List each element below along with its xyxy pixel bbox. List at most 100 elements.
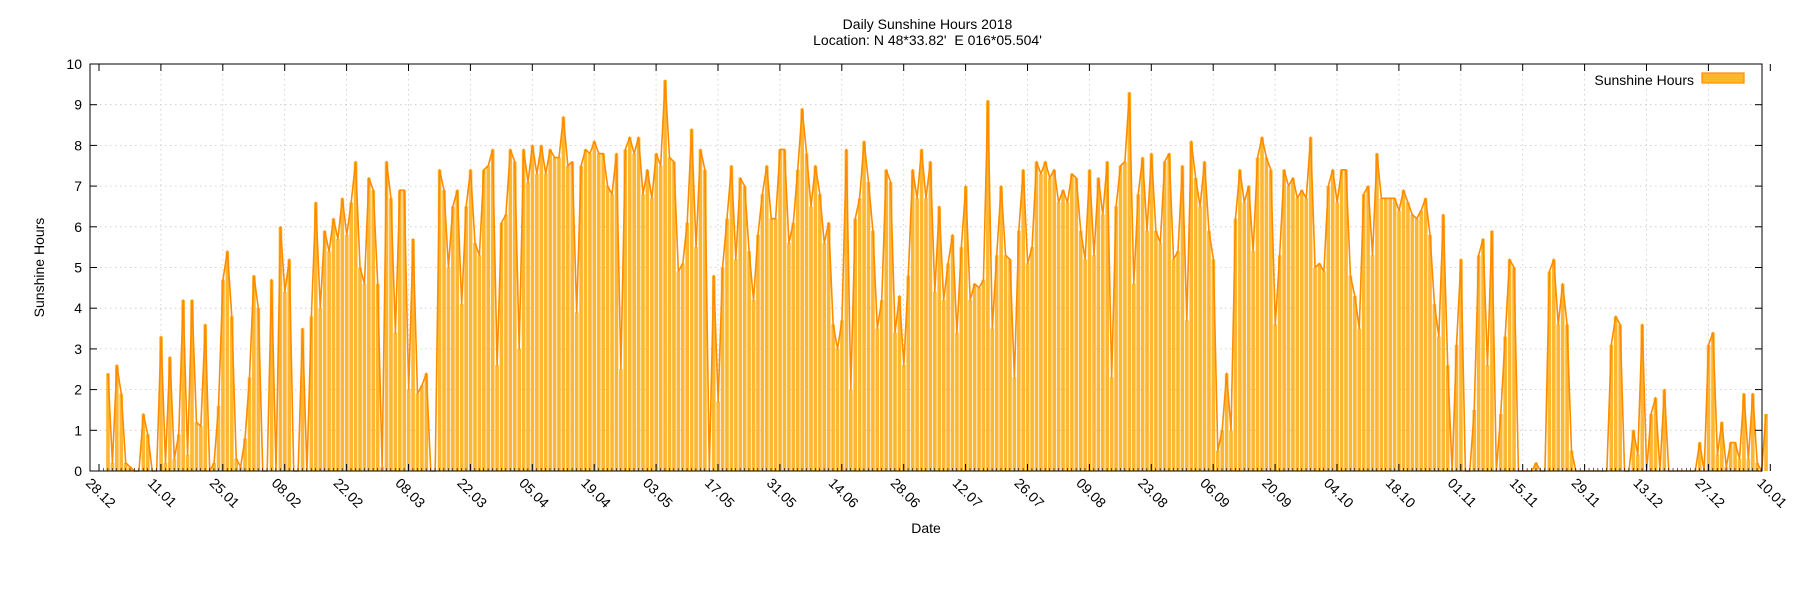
bar — [1476, 255, 1481, 471]
bar — [636, 137, 641, 471]
bar — [813, 165, 818, 471]
bar — [610, 194, 614, 472]
bar — [490, 149, 495, 471]
bar — [1260, 137, 1264, 471]
bar — [1512, 267, 1516, 471]
bar — [1631, 430, 1636, 471]
x-tick-label: 14.06 — [826, 475, 862, 511]
bar — [972, 283, 977, 471]
bar — [216, 405, 221, 471]
bar — [862, 141, 866, 471]
x-axis-label: Date — [911, 520, 941, 536]
bar — [574, 312, 579, 471]
bar — [1454, 344, 1459, 471]
bar — [888, 182, 893, 471]
bar — [1556, 324, 1561, 471]
y-tick-label: 6 — [74, 219, 82, 235]
bar — [1105, 161, 1110, 471]
bar — [1503, 336, 1507, 471]
bar — [773, 218, 778, 471]
bar — [508, 149, 513, 471]
x-tick-label: 19.04 — [578, 475, 614, 511]
bar — [535, 173, 539, 471]
bar — [1410, 214, 1415, 471]
bar — [1299, 190, 1304, 472]
bar — [482, 169, 486, 471]
bar — [1370, 255, 1375, 471]
bar — [1313, 267, 1317, 471]
bar — [313, 202, 318, 471]
x-tick-label: 25.01 — [207, 475, 243, 511]
bar — [835, 348, 840, 471]
y-tick-label: 10 — [66, 56, 82, 72]
bar — [928, 161, 933, 471]
bar — [734, 259, 738, 471]
bar — [1096, 177, 1101, 471]
bar — [234, 458, 239, 471]
bar — [1167, 153, 1171, 472]
bar — [787, 243, 791, 471]
bar — [1750, 393, 1755, 471]
bar — [1238, 169, 1242, 471]
bar — [1653, 397, 1658, 471]
bar — [411, 239, 415, 471]
bar — [1215, 450, 1220, 471]
bar — [1742, 393, 1746, 471]
bar — [941, 300, 946, 471]
legend: Sunshine Hours — [1594, 72, 1745, 88]
bar — [848, 389, 853, 471]
y-tick-label: 9 — [74, 97, 82, 113]
bar — [1162, 161, 1167, 471]
bar — [309, 316, 314, 471]
bar — [1277, 255, 1282, 471]
bar — [601, 153, 606, 472]
bar — [1428, 234, 1432, 471]
y-tick-label: 8 — [74, 137, 82, 153]
bar — [981, 279, 986, 471]
bar — [1273, 324, 1278, 471]
bar — [795, 169, 800, 471]
bar — [1636, 454, 1640, 471]
bar — [1171, 259, 1176, 471]
bar — [190, 300, 194, 471]
bar — [1330, 169, 1335, 471]
bar — [897, 295, 902, 471]
bar — [871, 230, 875, 471]
bar — [367, 177, 371, 471]
y-axis: 0 1 2 3 4 5 6 7 8 9 10 — [66, 56, 1762, 479]
bar — [822, 243, 827, 471]
bar — [1441, 214, 1446, 471]
bar — [1485, 365, 1490, 471]
bar — [1565, 324, 1569, 471]
bar — [1764, 414, 1768, 471]
bar — [1720, 422, 1724, 471]
bar — [123, 462, 128, 471]
bar — [340, 198, 345, 471]
bar — [720, 267, 725, 471]
bar — [1242, 202, 1247, 471]
bar — [1224, 373, 1229, 471]
bar — [406, 389, 411, 471]
bar — [225, 251, 230, 471]
bar — [879, 300, 884, 471]
bar — [994, 255, 999, 471]
bar — [1366, 186, 1370, 471]
bar — [641, 194, 645, 472]
bar — [747, 251, 751, 471]
bar — [526, 182, 530, 471]
bar — [1640, 324, 1645, 471]
x-tick-label: 23.08 — [1135, 475, 1171, 511]
bar — [1317, 263, 1322, 471]
x-tick-label: 29.11 — [1568, 475, 1604, 511]
bar — [1074, 177, 1079, 471]
bar — [1220, 430, 1225, 471]
bar — [1662, 389, 1667, 471]
bar — [756, 234, 760, 471]
bar — [256, 308, 261, 471]
bar — [1264, 157, 1269, 472]
bar — [322, 230, 327, 471]
bar — [893, 332, 897, 471]
bar — [464, 206, 468, 471]
bar — [1158, 243, 1163, 471]
bar — [398, 190, 402, 472]
